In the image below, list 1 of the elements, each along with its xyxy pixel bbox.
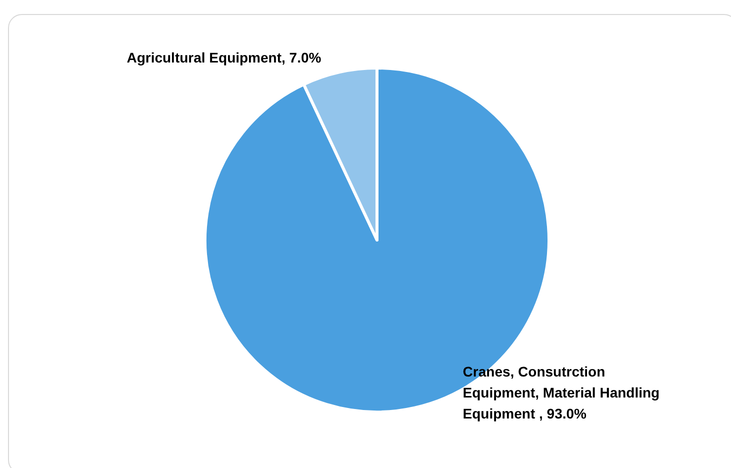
slice-label: Agricultural Equipment, 7.0% — [126, 50, 322, 66]
